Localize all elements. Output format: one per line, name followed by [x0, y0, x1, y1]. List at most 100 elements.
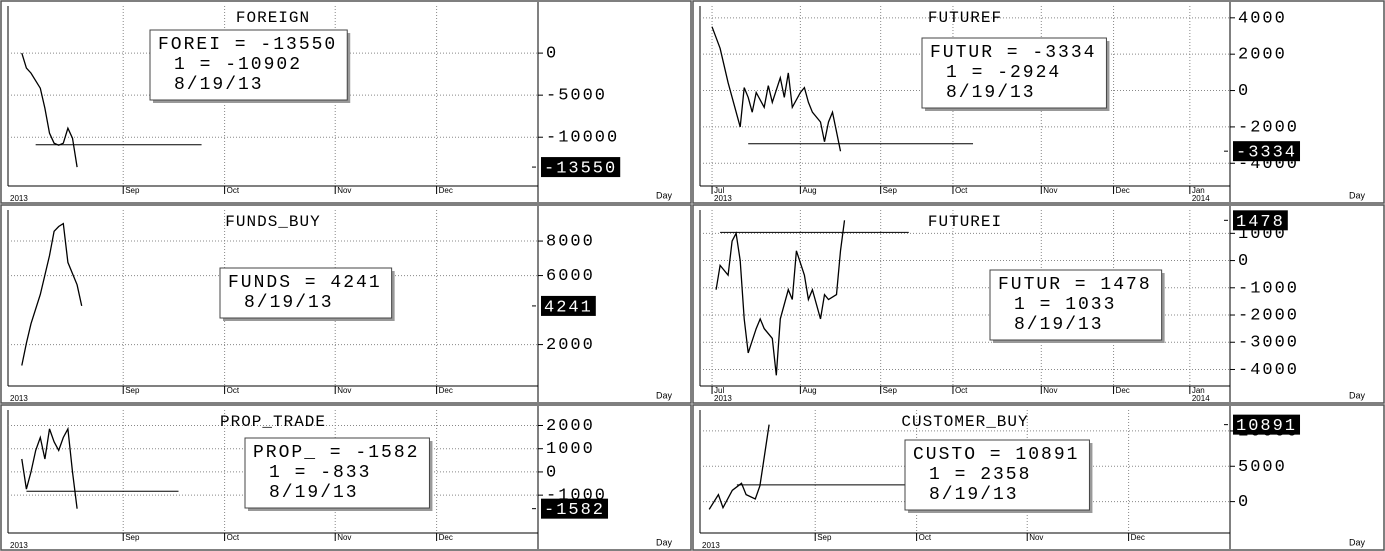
last-value-box [1233, 141, 1301, 162]
annotation-box [904, 439, 1090, 511]
x-tick-label: Oct [227, 533, 240, 542]
x-tick-label: Dec [439, 533, 453, 542]
x-tick-label: Oct [955, 386, 968, 395]
x-axis-label: Day [656, 390, 673, 400]
y-tick-label: 2000 [546, 417, 595, 436]
x-tick-label: Aug [802, 386, 816, 395]
y-tick-label: 6000 [546, 267, 595, 286]
data-line [711, 26, 842, 152]
annotation-box [149, 29, 348, 101]
annotation-text: 8/19/13 [244, 293, 334, 313]
annotation-box [989, 269, 1163, 341]
y-tick-label: 0 [1238, 82, 1250, 101]
x-tick-label: Nov [337, 186, 351, 195]
y-tick-label: -2000 [1238, 307, 1299, 326]
annotation-text: CUSTO = 10891 [913, 445, 1079, 465]
annotation-text: 1 = 1033 [1014, 295, 1116, 315]
x-tick-label: Jul [714, 386, 724, 395]
x-tick-label: Oct [919, 533, 932, 542]
annotation-text: FUNDS = 4241 [228, 273, 382, 293]
x-tick-label: Sep [817, 533, 832, 542]
x-tick-label: Nov [1029, 533, 1043, 542]
x-tick-label: Nov [1043, 186, 1057, 195]
x-tick-label: Dec [439, 186, 453, 195]
annotation-text: 8/19/13 [174, 75, 264, 95]
data-line [21, 426, 78, 509]
panel: 8000 6000 2000 Sep Oct Nov Dec 2013 FUNDS_BUY 424… [0, 204, 692, 404]
annotation-box [921, 37, 1107, 109]
last-value-label: 10891 [1236, 417, 1297, 436]
panel: 0 -5000 -10000 Sep Oct Nov Dec 2013 FOREIGN -1355… [0, 0, 692, 204]
x-tick-label: Dec [1116, 186, 1130, 195]
last-value-box [541, 157, 621, 178]
annotation-text: 1 = -10902 [174, 55, 302, 75]
x-tick-label: Aug [802, 186, 816, 195]
year-label: 2014 [1192, 394, 1210, 403]
annotation-text: 8/19/13 [269, 483, 359, 503]
annotation-box [219, 267, 393, 319]
year-label: 2013 [10, 394, 28, 403]
data-line [21, 52, 78, 168]
x-axis-label: Day [1349, 190, 1366, 200]
panel: 1000050000SepOctNovDec2013CUSTOMER_BUY10… [692, 404, 1385, 551]
chart-title: FUTUREI [928, 213, 1002, 231]
last-value-label: -3334 [1236, 144, 1297, 163]
y-tick-label: 0 [546, 45, 558, 64]
y-tick-label: -1000 [1238, 279, 1299, 298]
year-label: 2013 [10, 541, 28, 550]
x-tick-label: Dec [439, 386, 453, 395]
x-tick-label: Nov [337, 386, 351, 395]
x-tick-label: Oct [227, 186, 240, 195]
annotation-text: 8/19/13 [1014, 315, 1104, 335]
y-tick-label: 0 [1238, 493, 1250, 512]
x-tick-label: Sep [883, 386, 898, 395]
annotation-text: 1 = 2358 [929, 465, 1031, 485]
year-label: 2013 [714, 394, 732, 403]
data-line [715, 220, 846, 376]
x-tick-label: Oct [955, 186, 968, 195]
chart-title: CUSTOMER_BUY [901, 413, 1028, 431]
year-label: 2013 [702, 541, 720, 550]
last-value-label: -13550 [544, 160, 617, 179]
x-tick-label: Nov [337, 533, 351, 542]
y-tick-label: 2000 [1238, 46, 1287, 65]
x-tick-label: Nov [1043, 386, 1057, 395]
y-tick-label: -2000 [1238, 118, 1299, 137]
chart-title: FUNDS_BUY [225, 213, 320, 231]
y-tick-label: -5000 [546, 87, 607, 106]
last-value-label: 4241 [544, 298, 593, 317]
x-tick-label: Sep [883, 186, 898, 195]
annotation-box [244, 437, 430, 509]
y-tick-label: -4000 [1238, 361, 1299, 380]
annotation-text: 8/19/13 [946, 83, 1036, 103]
x-axis-label: Day [1349, 537, 1366, 547]
last-value-box [1233, 414, 1301, 435]
annotation-text: FUTUR = 1478 [998, 275, 1152, 295]
last-value-box [541, 498, 609, 519]
chart-title: PROP_TRADE [220, 413, 326, 431]
y-tick-label: -10000 [546, 129, 619, 148]
x-tick-label: Oct [227, 386, 240, 395]
x-tick-label: Jan [1192, 386, 1205, 395]
y-tick-label: 4000 [1238, 9, 1287, 28]
year-label: 2013 [10, 194, 28, 203]
y-tick-label: 8000 [546, 233, 595, 252]
annotation-text: FUTUR = -3334 [930, 43, 1096, 63]
last-value-label: 1478 [1236, 213, 1285, 232]
x-tick-label: Dec [1116, 386, 1130, 395]
annotation-text: FOREI = -13550 [158, 35, 337, 55]
chart-title: FUTUREF [928, 9, 1002, 27]
x-tick-label: Sep [125, 533, 140, 542]
x-tick-label: Dec [1131, 533, 1145, 542]
year-label: 2013 [714, 194, 732, 203]
x-tick-label: Sep [125, 186, 140, 195]
y-tick-label: 2000 [546, 336, 595, 355]
x-tick-label: Sep [125, 386, 140, 395]
y-tick-label: 1000 [546, 440, 595, 459]
chart-title: FOREIGN [236, 9, 310, 27]
data-line [21, 222, 83, 366]
